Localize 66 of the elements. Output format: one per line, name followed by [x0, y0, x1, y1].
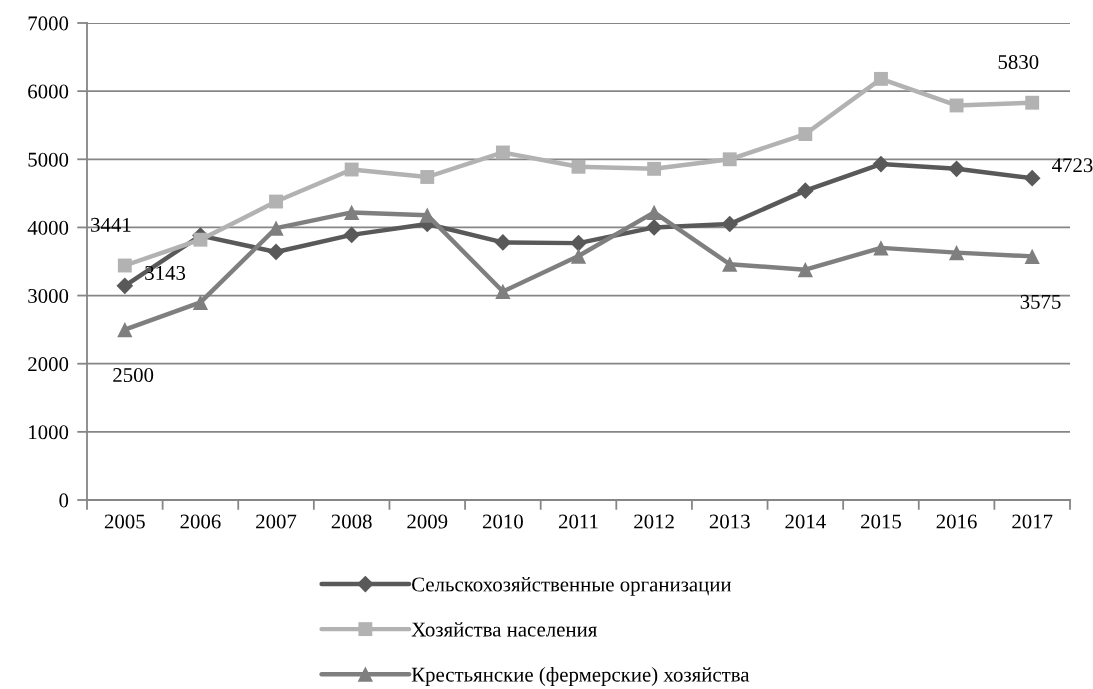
y-tick-label: 5000: [28, 152, 69, 167]
point: [419, 207, 435, 223]
point: [570, 248, 587, 264]
point: [874, 71, 888, 86]
point: [646, 204, 662, 221]
point: [343, 226, 360, 244]
point: [948, 245, 965, 261]
data-label: 3575: [1020, 294, 1061, 309]
point: [722, 256, 738, 272]
x-tick-label: 2008: [331, 514, 372, 529]
x-tick-label: 2014: [785, 514, 826, 529]
x-tick-label: 2007: [256, 514, 297, 529]
point: [797, 262, 813, 278]
x-tick-label: 2005: [104, 514, 145, 529]
point: [420, 170, 435, 184]
y-tick-label: 3000: [28, 288, 69, 303]
point: [798, 127, 813, 142]
x-tick-label: 2006: [180, 514, 221, 529]
y-tick-label: 1000: [29, 425, 69, 440]
point: [872, 155, 890, 173]
y-tick-label: 2000: [28, 357, 69, 372]
x-tick-label: 2013: [709, 514, 750, 529]
point: [1025, 95, 1040, 110]
x-tick-label: 2016: [936, 514, 977, 529]
point: [721, 215, 739, 233]
point: [645, 219, 663, 236]
point: [495, 283, 511, 300]
legend-label: Крестьянские (фермерские) хозяйства: [411, 667, 750, 686]
x-tick-label: 2010: [482, 514, 523, 529]
legend-label: Хозяйства населения: [411, 622, 597, 637]
point: [117, 258, 132, 273]
point: [570, 234, 587, 252]
point: [571, 159, 586, 174]
x-tick-label: 2009: [407, 514, 448, 529]
point: [344, 204, 360, 221]
point: [1023, 169, 1041, 187]
x-tick-label: 2012: [634, 514, 674, 529]
point: [193, 232, 208, 247]
legend-label: Сельскохозяйственные организации: [412, 577, 732, 596]
point: [269, 194, 283, 209]
point: [647, 161, 662, 176]
point: [949, 98, 964, 113]
point: [797, 182, 814, 199]
point: [117, 322, 133, 338]
point: [192, 294, 209, 311]
x-tick-label: 2015: [861, 514, 901, 529]
x-tick-label: 2017: [1012, 514, 1053, 529]
y-tick-label: 7000: [28, 16, 69, 31]
point: [267, 243, 285, 261]
point: [873, 240, 889, 256]
point: [948, 160, 965, 178]
y-tick-label: 4000: [27, 220, 69, 235]
point: [722, 152, 737, 167]
y-tick-label: 0: [59, 493, 69, 508]
point: [116, 277, 134, 295]
data-label: 3143: [145, 265, 186, 280]
data-label: 3441: [91, 217, 131, 232]
data-label: 5830: [998, 54, 1039, 70]
y-tick-label: 6000: [28, 84, 69, 99]
point: [344, 162, 359, 177]
point: [1024, 248, 1040, 265]
point: [494, 234, 512, 251]
data-label: 2500: [113, 368, 154, 383]
data-label: 4723: [1052, 158, 1093, 173]
x-tick-label: 2011: [558, 514, 598, 529]
point: [495, 145, 510, 160]
